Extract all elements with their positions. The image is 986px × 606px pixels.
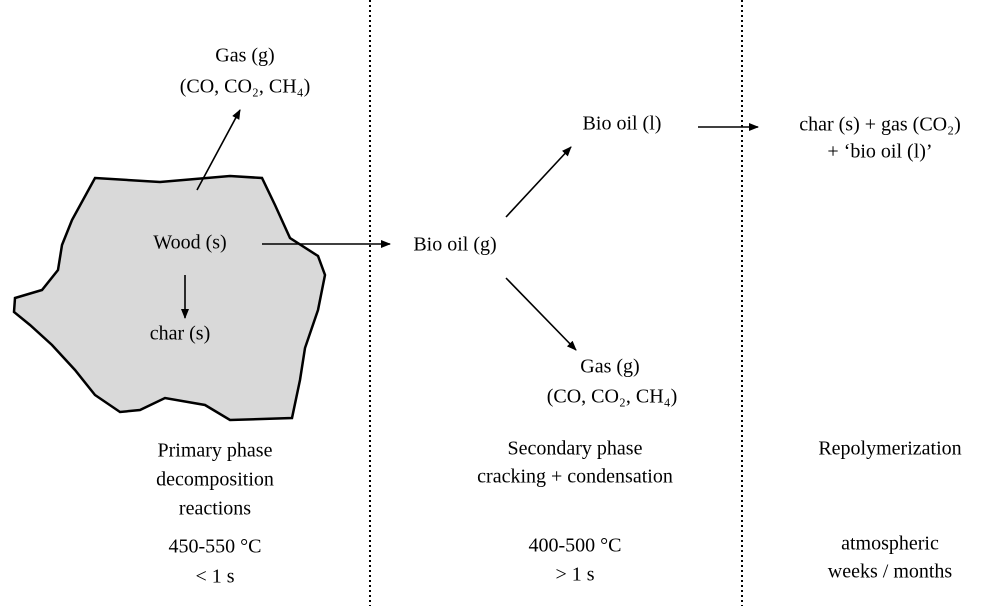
- phase-condition: < 1 s: [195, 566, 234, 588]
- wood-particle: [12, 174, 327, 422]
- phase-condition: weeks / months: [828, 561, 953, 583]
- phase-condition: 400-500 °C: [529, 535, 622, 557]
- label: Bio oil (l): [583, 113, 662, 135]
- label: (CO, CO₂, CH₄): [180, 76, 311, 98]
- phase-condition: 450-550 °C: [169, 536, 262, 558]
- label: Wood (s): [153, 232, 226, 254]
- label: Gas (g): [580, 356, 639, 378]
- label: Bio oil (g): [413, 234, 496, 256]
- phase-name: Primary phase: [158, 440, 273, 462]
- phase-name: Secondary phase: [508, 438, 643, 460]
- arrow: [505, 146, 572, 218]
- phase-name: Repolymerization: [818, 438, 961, 460]
- arrow: [196, 109, 241, 191]
- label: char (s): [150, 323, 211, 345]
- label: Gas (g): [215, 45, 274, 67]
- phase-name: decomposition: [156, 469, 274, 491]
- label: (CO, CO₂, CH₄): [547, 386, 678, 408]
- phase-name: reactions: [179, 498, 251, 520]
- label: char (s) + gas (CO₂): [799, 114, 961, 136]
- label: + ‘bio oil (l)’: [827, 141, 932, 163]
- phase-name: cracking + condensation: [477, 466, 673, 488]
- phase-condition: atmospheric: [841, 533, 939, 555]
- phase-condition: > 1 s: [555, 564, 594, 586]
- arrow: [505, 277, 577, 351]
